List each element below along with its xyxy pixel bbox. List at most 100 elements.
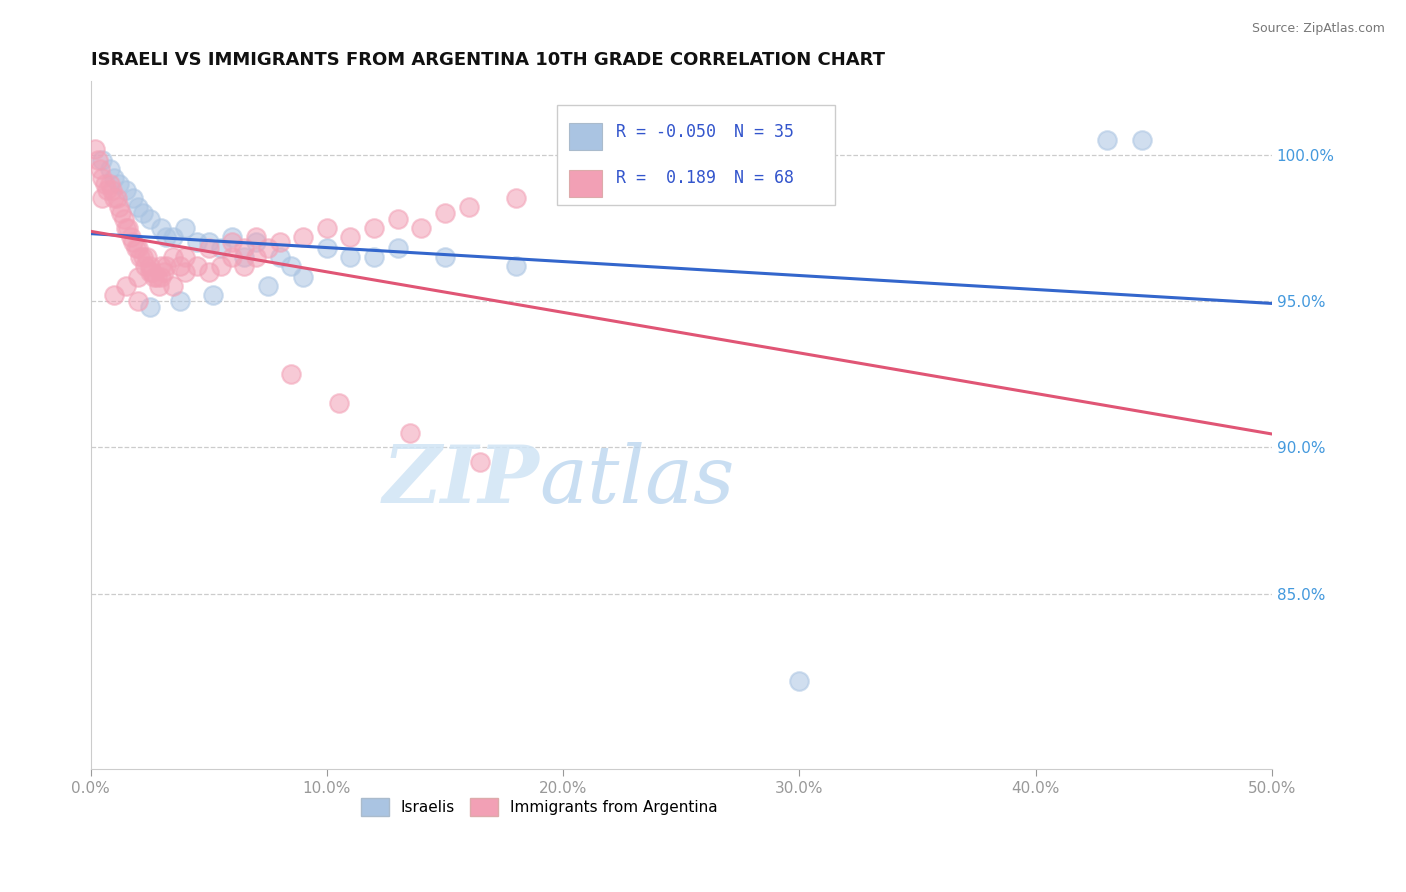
Point <box>233 241 256 255</box>
Point <box>256 279 278 293</box>
Point <box>256 241 278 255</box>
Text: R = -0.050: R = -0.050 <box>616 123 716 141</box>
Point <box>197 241 219 255</box>
Point <box>153 265 176 279</box>
Point <box>269 235 291 250</box>
Point <box>155 259 177 273</box>
Point <box>138 259 160 273</box>
Point <box>1095 133 1118 147</box>
Point <box>202 288 225 302</box>
FancyBboxPatch shape <box>557 105 835 205</box>
Point <box>505 191 527 205</box>
Point <box>169 293 191 308</box>
Point <box>233 250 256 264</box>
Point <box>197 265 219 279</box>
Point <box>387 211 409 226</box>
Point <box>328 396 350 410</box>
Text: ISRAELI VS IMMIGRANTS FROM ARGENTINA 10TH GRADE CORRELATION CHART: ISRAELI VS IMMIGRANTS FROM ARGENTINA 10T… <box>90 51 884 69</box>
Point <box>127 293 149 308</box>
Point <box>1130 133 1153 147</box>
Point <box>363 220 385 235</box>
FancyBboxPatch shape <box>569 123 602 151</box>
Point <box>91 153 114 168</box>
Point <box>136 250 159 264</box>
Point <box>280 367 302 381</box>
Point <box>434 206 457 220</box>
Point <box>91 170 114 185</box>
Point <box>150 270 173 285</box>
Point <box>91 191 114 205</box>
Point <box>174 250 197 264</box>
Point <box>98 177 121 191</box>
Point <box>131 206 153 220</box>
Point <box>221 235 243 250</box>
Point <box>103 170 125 185</box>
Text: atlas: atlas <box>540 442 735 519</box>
Point <box>339 229 361 244</box>
Point <box>150 259 173 273</box>
Point <box>269 250 291 264</box>
Point <box>108 177 131 191</box>
Point <box>103 288 125 302</box>
Point <box>120 229 142 244</box>
Point <box>138 211 160 226</box>
Point <box>280 259 302 273</box>
Text: N = 68: N = 68 <box>734 169 794 187</box>
Point <box>315 241 337 255</box>
Point <box>411 220 433 235</box>
Point <box>143 270 166 285</box>
Point <box>470 455 492 469</box>
Point <box>150 220 173 235</box>
Point <box>339 250 361 264</box>
Point <box>245 235 267 250</box>
FancyBboxPatch shape <box>569 169 602 197</box>
Point <box>209 241 232 255</box>
Point <box>105 191 128 205</box>
Point <box>457 200 479 214</box>
Point <box>138 265 160 279</box>
Point <box>115 279 138 293</box>
Text: Source: ZipAtlas.com: Source: ZipAtlas.com <box>1251 22 1385 36</box>
Legend: Israelis, Immigrants from Argentina: Israelis, Immigrants from Argentina <box>353 790 725 823</box>
Point <box>174 265 197 279</box>
Point <box>117 220 139 235</box>
Point <box>110 206 132 220</box>
Text: N = 35: N = 35 <box>734 123 794 141</box>
Point <box>209 259 232 273</box>
Point <box>131 250 153 264</box>
Point <box>115 220 138 235</box>
Point <box>292 270 315 285</box>
Point <box>122 235 145 250</box>
Point <box>148 279 170 293</box>
Point <box>363 250 385 264</box>
Point <box>98 162 121 177</box>
Point <box>115 183 138 197</box>
Point <box>155 229 177 244</box>
Point <box>162 250 184 264</box>
Point <box>108 200 131 214</box>
Point <box>145 270 167 285</box>
Point <box>186 259 208 273</box>
Point <box>292 229 315 244</box>
Point <box>96 183 118 197</box>
Point <box>221 229 243 244</box>
Point <box>162 279 184 293</box>
Point <box>101 183 124 197</box>
Point <box>124 241 146 255</box>
Point <box>86 153 108 168</box>
Text: ZIP: ZIP <box>382 442 540 519</box>
Point <box>94 177 117 191</box>
Point <box>127 200 149 214</box>
Point <box>245 250 267 264</box>
Point <box>245 229 267 244</box>
Point <box>127 241 149 255</box>
Point <box>129 250 152 264</box>
Point <box>387 241 409 255</box>
Point <box>112 211 135 226</box>
Point <box>89 162 111 177</box>
Point <box>169 259 191 273</box>
Point <box>197 235 219 250</box>
Point <box>434 250 457 264</box>
Point <box>398 425 420 440</box>
Point <box>141 265 163 279</box>
